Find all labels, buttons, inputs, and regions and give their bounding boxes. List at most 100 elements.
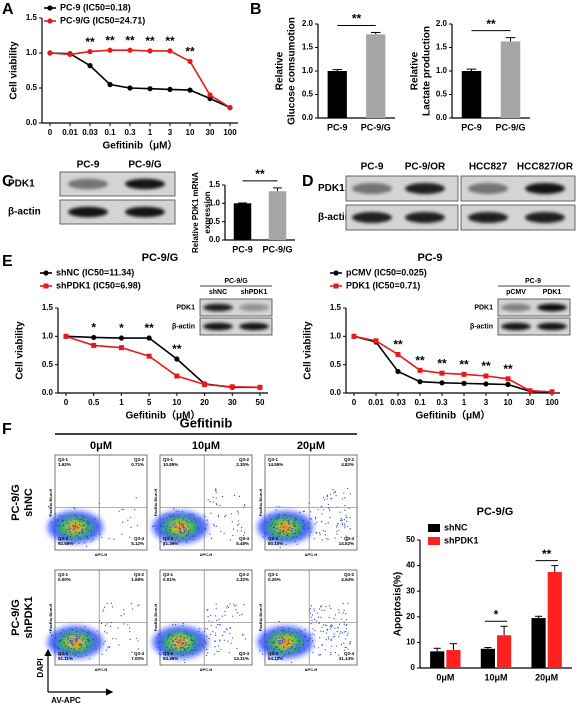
event-dot	[135, 637, 138, 639]
event-dot	[176, 653, 178, 655]
legend-marker	[428, 537, 440, 545]
y-tick-label: 1.5	[42, 303, 54, 312]
event-dot	[283, 634, 285, 636]
event-dot	[283, 654, 285, 656]
density-cloud	[175, 523, 185, 531]
event-dot	[269, 637, 271, 640]
event-dot	[47, 506, 50, 508]
event-dot	[196, 528, 198, 530]
bar	[500, 41, 521, 118]
event-dot	[213, 525, 215, 527]
event-dot	[88, 639, 90, 641]
event-dot	[89, 632, 91, 634]
y-axis-label: Apoptosis(%)	[393, 572, 404, 636]
data-point	[417, 367, 423, 373]
event-dot	[287, 640, 290, 642]
significance: **	[165, 34, 175, 48]
event-dot	[268, 525, 270, 528]
event-dot	[183, 524, 185, 527]
event-dot	[183, 528, 185, 531]
event-dot	[174, 644, 176, 646]
event-dot	[81, 514, 83, 517]
event-dot	[281, 626, 283, 629]
event-dot	[190, 517, 192, 520]
event-dot	[303, 649, 305, 651]
event-dot	[55, 513, 57, 515]
event-dot	[179, 528, 182, 530]
event-dot	[341, 522, 343, 524]
event-dot	[235, 609, 237, 611]
event-dot	[282, 532, 285, 534]
event-dot	[294, 523, 296, 525]
x-tick-label: 50	[256, 398, 265, 407]
bar	[430, 651, 445, 668]
event-dot	[173, 524, 176, 526]
x-tick-label: 20μM	[535, 672, 558, 682]
event-dot	[182, 622, 184, 625]
event-dot	[282, 636, 284, 638]
quadrant-name: Q3-2	[344, 457, 355, 462]
event-dot	[296, 644, 298, 646]
event-dot	[63, 635, 65, 638]
event-dot	[338, 609, 340, 611]
event-dot	[342, 603, 344, 605]
event-dot	[183, 659, 185, 661]
event-dot	[274, 542, 276, 544]
event-dot	[184, 644, 186, 647]
event-dot	[176, 636, 178, 638]
quadrant-value: 14.55%	[268, 462, 283, 467]
event-dot	[168, 642, 170, 644]
event-dot	[289, 649, 291, 651]
significance: **	[542, 547, 552, 561]
quadrant-name: Q3-3	[163, 651, 174, 656]
event-dot	[314, 630, 316, 632]
event-dot	[282, 632, 285, 634]
event-dot	[50, 634, 53, 636]
event-dot	[325, 537, 328, 540]
density-cloud	[280, 638, 290, 646]
data-point	[87, 63, 93, 69]
event-dot	[220, 624, 222, 626]
plot-y-axis: PacBlu Blue-H	[48, 489, 53, 517]
event-dot	[292, 536, 294, 538]
event-dot	[296, 543, 298, 545]
event-dot	[54, 651, 56, 653]
legend-marker	[43, 283, 49, 289]
event-dot	[229, 603, 231, 605]
event-dot	[208, 637, 210, 640]
event-dot	[270, 653, 272, 655]
event-dot	[174, 624, 177, 626]
event-dot	[171, 539, 173, 541]
event-dot	[183, 637, 185, 639]
event-dot	[343, 623, 345, 625]
event-dot	[296, 535, 298, 538]
event-dot	[86, 635, 88, 637]
blot-band	[405, 183, 445, 194]
event-dot	[287, 529, 289, 531]
event-dot	[168, 635, 170, 637]
event-dot	[66, 654, 69, 656]
event-dot	[215, 615, 217, 617]
event-dot	[325, 605, 327, 608]
event-dot	[290, 646, 293, 648]
event-dot	[66, 529, 68, 531]
event-dot	[185, 528, 187, 530]
quadrant-name: Q3-3	[268, 536, 279, 541]
event-dot	[294, 525, 297, 527]
event-dot	[298, 647, 300, 649]
event-dot	[215, 491, 217, 494]
y-tick-label: 0.5	[330, 360, 342, 369]
event-dot	[291, 538, 293, 540]
event-dot	[266, 642, 268, 644]
y-axis-label: Glucose comsumotion	[287, 17, 298, 125]
event-dot	[176, 536, 178, 538]
panel-label: D	[302, 173, 314, 190]
event-dot	[69, 531, 71, 533]
event-dot	[239, 653, 241, 655]
event-dot	[237, 520, 240, 522]
event-dot	[281, 640, 284, 642]
significance: **	[437, 356, 447, 370]
event-dot	[117, 627, 119, 629]
x-axis-label: Gefitinib（μM）	[416, 409, 491, 422]
data-point	[395, 368, 401, 375]
